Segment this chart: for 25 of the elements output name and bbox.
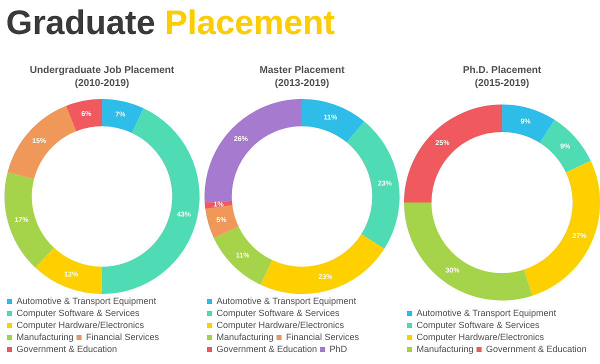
chart-subtitle: (2013-2019) [274,78,330,89]
chart-subtitle: (2010-2019) [74,78,130,89]
legend-label: Manufacturing [416,344,474,354]
chart-title: Master Placement [259,64,346,76]
legend-label: Computer Hardware/Electronics [216,320,345,330]
text: Graduate Placement [6,4,335,42]
chart-title: Ph.D. Placement [462,64,542,76]
legend-label: Manufacturing [16,332,74,342]
legend-label: Computer Software & Services [216,308,340,318]
legend-label: Automotive & Transport Equipment [216,296,357,306]
legend-label: Computer Hardware/Electronics [416,332,545,342]
legend-label: Computer Hardware/Electronics [16,320,145,330]
legend-label: Financial Services [86,332,160,342]
legend-label: Manufacturing [216,332,274,342]
legend-label: Automotive & Transport Equipment [416,308,557,318]
legend-label: Government & Education [216,344,318,354]
legend-label: PhD [330,344,348,354]
chart-title: Undergraduate Job Placement [30,64,175,76]
legend-label: Computer Software & Services [416,320,540,330]
chart-subtitle: (2015-2019) [474,78,530,89]
legend-label: Financial Services [286,332,360,342]
legend-label: Government & Education [486,344,587,354]
legend-label: Automotive & Transport Equipment [16,296,157,306]
legend-label: Government & Education [16,344,118,354]
legend-label: Computer Software & Services [16,308,140,318]
